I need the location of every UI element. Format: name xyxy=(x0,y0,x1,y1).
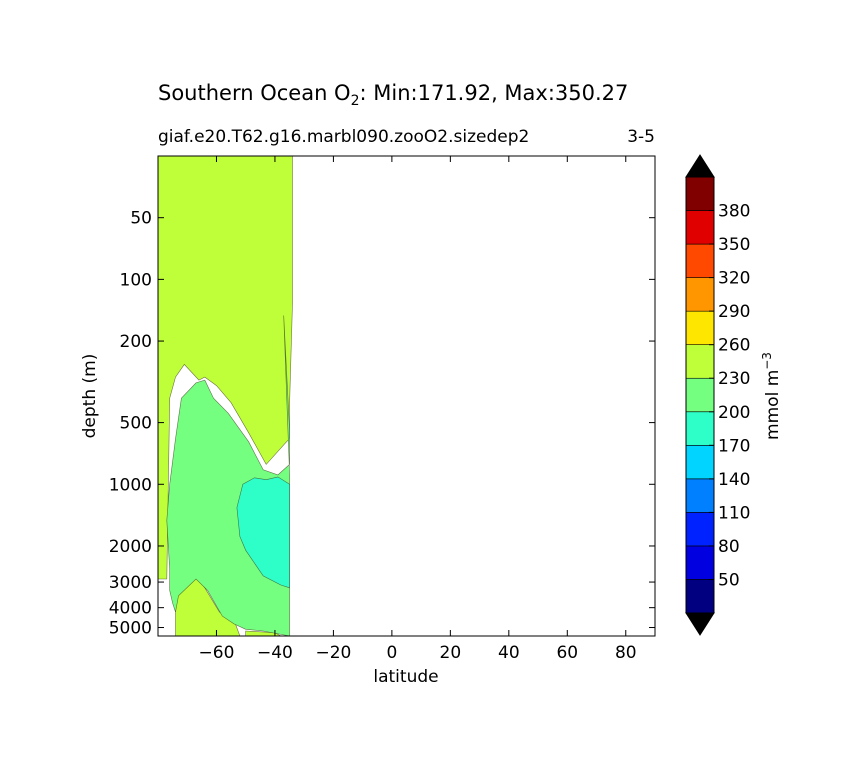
colorbar-segment xyxy=(685,277,715,312)
plot-frame xyxy=(157,155,656,637)
colorbar-segment xyxy=(685,478,715,513)
colorbar: 50 80 110 140 170 200 230 260 290 320 350 380 xyxy=(685,154,750,636)
colorbar-tick-label: 230 xyxy=(718,369,750,389)
contour-region-170-10 xyxy=(236,476,290,589)
colorbar-tick-label: 80 xyxy=(718,537,740,557)
colorbar-tick-label: 50 xyxy=(718,570,740,590)
colorbar-segment xyxy=(685,445,715,480)
colorbar-segment xyxy=(685,545,715,580)
colorbar-tick-label: 350 xyxy=(718,235,750,255)
y-tick-label: 4000 xyxy=(109,599,152,619)
colorbar-extend-top xyxy=(685,154,715,178)
contour-region-230-6 xyxy=(158,156,293,580)
colorbar-segment xyxy=(685,210,715,245)
colorbar-tick-label: 140 xyxy=(718,470,750,490)
chart-subtitle-right: 3-5 xyxy=(627,127,655,147)
y-tick-label: 100 xyxy=(120,270,152,290)
x-tick-label: −20 xyxy=(315,643,351,663)
x-axis-label: latitude xyxy=(373,667,438,687)
x-tick-label: 40 xyxy=(498,643,520,663)
chart-title-suffix: : Min:171.92, Max:350.27 xyxy=(360,81,629,105)
chart-subtitle-left: giaf.e20.T62.g16.marbl090.zooO2.sizedep2 xyxy=(158,127,529,147)
x-tick-label: −40 xyxy=(257,643,293,663)
colorbar-tick-label: 380 xyxy=(718,202,750,222)
x-tick-label: 20 xyxy=(440,643,462,663)
colorbar-tick-label: 200 xyxy=(718,403,750,423)
colorbar-tick-label: 260 xyxy=(718,336,750,356)
colorbar-segment xyxy=(685,344,715,379)
chart-title-subscript: 2 xyxy=(351,93,360,109)
colorbar-segment xyxy=(685,411,715,446)
axis-ticks: −60 −40 −20 0 20 40 60 80 50 100 200 500 1000 2000 300… xyxy=(109,156,655,663)
y-tick-label: 200 xyxy=(120,332,152,352)
colorbar-tick-label: 290 xyxy=(718,302,750,322)
y-axis-label: depth (m) xyxy=(80,354,100,439)
y-tick-label: 500 xyxy=(120,414,152,434)
y-tick-label: 50 xyxy=(130,209,152,229)
colorbar-segment xyxy=(685,243,715,278)
colorbar-tick-label: 110 xyxy=(718,503,750,523)
chart-title-prefix: Southern Ocean O xyxy=(158,81,351,105)
colorbar-label-exp: −3 xyxy=(760,352,774,370)
x-tick-label: 80 xyxy=(615,643,637,663)
colorbar-segment xyxy=(685,176,715,211)
colorbar-segment xyxy=(685,512,715,547)
colorbar-label: mmol m−3 xyxy=(760,352,783,440)
y-tick-label: 3000 xyxy=(109,573,152,593)
colorbar-segment xyxy=(685,579,715,614)
colorbar-label-base: mmol m xyxy=(763,370,783,440)
contour-region-230-8 xyxy=(245,630,282,636)
contour-fill-group xyxy=(158,156,293,636)
y-tick-label: 2000 xyxy=(109,537,152,557)
colorbar-frame xyxy=(685,176,715,614)
x-tick-label: −60 xyxy=(199,643,235,663)
colorbar-extend-bottom xyxy=(685,612,715,636)
colorbar-tick-label: 170 xyxy=(718,436,750,456)
y-tick-label: 5000 xyxy=(109,619,152,639)
x-tick-label: 60 xyxy=(556,643,578,663)
chart-title: Southern Ocean O2: Min:171.92, Max:350.2… xyxy=(158,81,628,109)
colorbar-segment xyxy=(685,310,715,345)
y-tick-label: 1000 xyxy=(109,475,152,495)
colorbar-tick-label: 320 xyxy=(718,269,750,289)
x-tick-label: 0 xyxy=(386,643,397,663)
colorbar-segment xyxy=(685,377,715,413)
